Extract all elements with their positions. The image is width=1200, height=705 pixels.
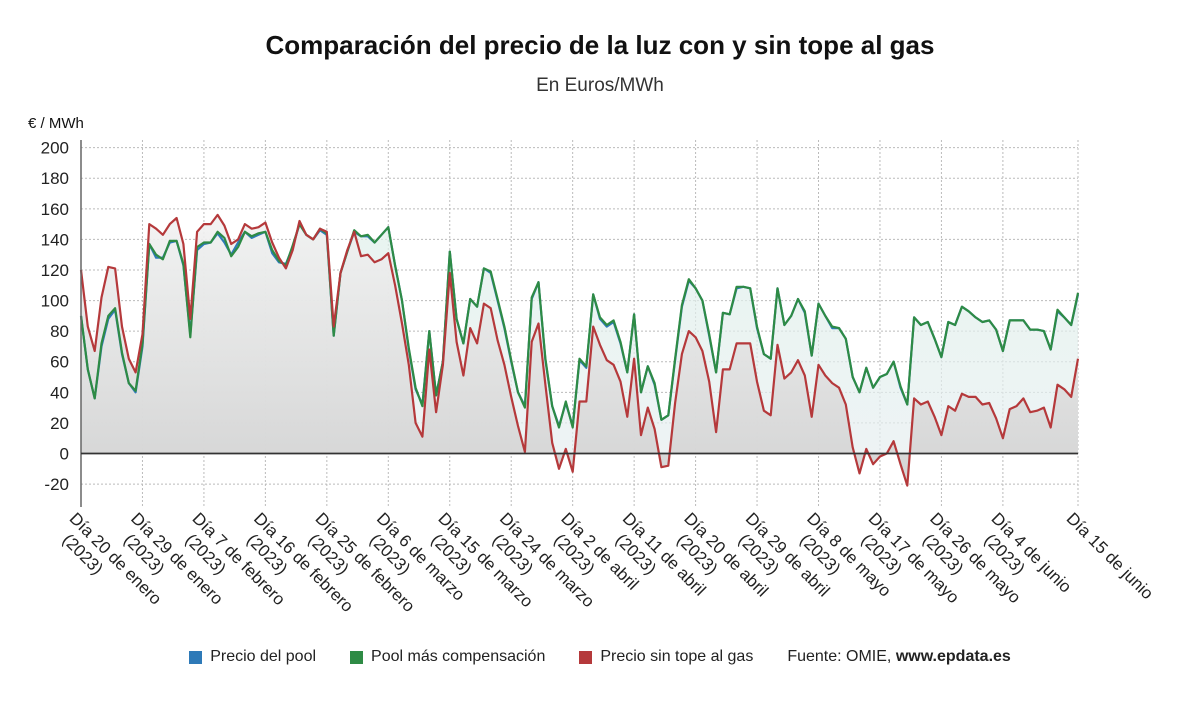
legend-label-pool: Precio del pool: [210, 648, 317, 665]
y-axis-label: € / MWh: [28, 115, 84, 132]
y-tick-label: 60: [50, 353, 69, 372]
series-line-no-cap: [79, 213, 1080, 487]
source-site: www.epdata.es: [895, 648, 1011, 665]
legend-swatch-pool: [189, 650, 203, 664]
y-tick-label: 20: [50, 414, 69, 433]
y-tick-label: -20: [44, 475, 69, 494]
y-tick-label: 100: [41, 292, 69, 311]
legend: Precio del pool Pool más compensación Pr…: [0, 648, 1200, 666]
series-line-compensation: [79, 223, 1080, 429]
y-tick-label: 200: [41, 139, 69, 158]
chart-title: Comparación del precio de la luz con y s…: [265, 30, 935, 60]
x-tick: Día 15 de junio: [1063, 509, 1157, 603]
x-tick-label: Día 15 de junio: [1063, 509, 1157, 603]
y-tick-label: 160: [41, 200, 69, 219]
chart-subtitle: En Euros/MWh: [536, 75, 664, 96]
source-prefix: Fuente: OMIE,: [787, 648, 896, 665]
legend-label-compensation: Pool más compensación: [371, 648, 546, 665]
y-tick-label: 40: [50, 383, 69, 402]
legend-swatch-compensation: [350, 650, 364, 664]
legend-swatch-no-cap: [579, 650, 593, 664]
legend-label-no-cap: Precio sin tope al gas: [600, 648, 754, 665]
axes: [80, 140, 1078, 507]
series-lines: [79, 213, 1080, 487]
legend-item-pool[interactable]: Precio del pool: [189, 648, 316, 666]
y-tick-label: 80: [50, 322, 69, 341]
y-tick-label: 140: [41, 230, 69, 249]
y-tick-label: 0: [60, 444, 69, 463]
legend-item-compensation[interactable]: Pool más compensación: [350, 648, 545, 666]
legend-item-no-cap[interactable]: Precio sin tope al gas: [579, 648, 753, 666]
y-ticks: -20 0 20 40 60 80 100 120 140 160 180 200: [41, 139, 69, 494]
x-ticks: Día 20 de enero(2023) Día 29 de enero(202…: [59, 509, 1157, 616]
source-note: Fuente: OMIE, www.epdata.es: [787, 648, 1010, 666]
y-tick-label: 180: [41, 169, 69, 188]
y-tick-label: 120: [41, 261, 69, 280]
